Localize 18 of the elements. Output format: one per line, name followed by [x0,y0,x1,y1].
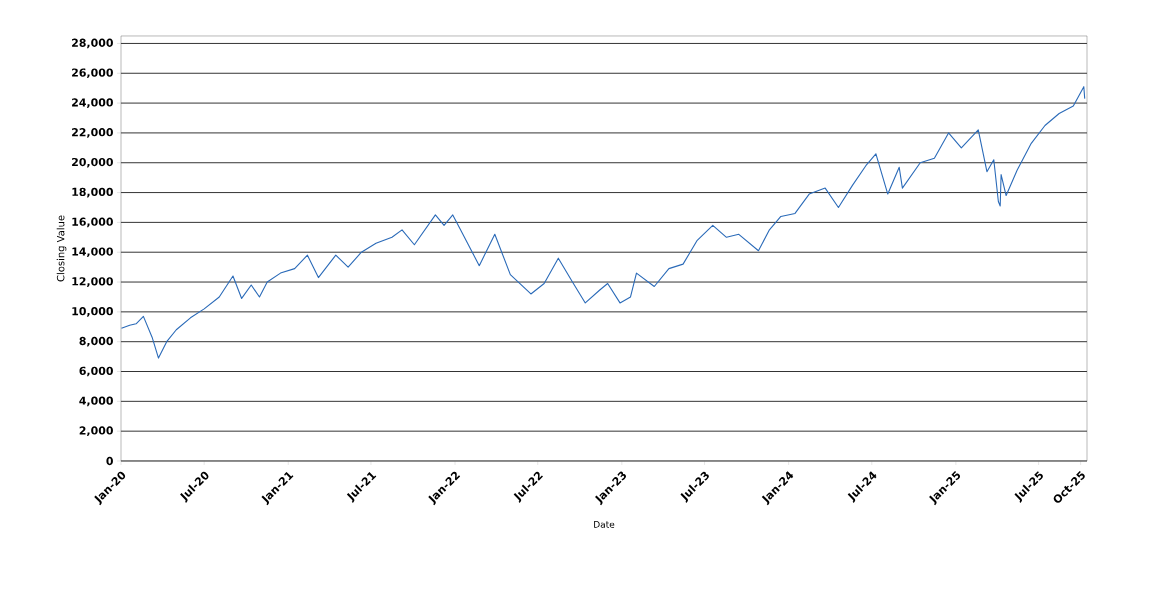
y-tick-label: 22,000 [72,128,113,138]
y-tick-label: 12,000 [72,277,113,287]
y-tick-label: 18,000 [72,187,113,198]
y-tick-label: 20,000 [72,157,113,168]
y-tick-label: 10,000 [72,307,113,317]
y-tick-label: 8,000 [79,336,113,347]
line-series [121,86,1086,359]
y-tick-label: 6,000 [79,366,113,377]
y-tick-label: 2,000 [79,426,113,437]
y-tick-label: 16,000 [72,217,113,228]
y-tick-label: 14,000 [72,247,113,258]
y-tick-label: 0 [106,456,113,466]
x-axis-title: Date [594,521,615,528]
y-tick-label: 26,000 [72,68,113,79]
y-tick-label: 4,000 [79,396,113,407]
y-tick-label: 28,000 [72,38,113,49]
y-tick-label: 24,000 [72,98,113,108]
y-axis-title: Closing Value [56,215,67,282]
